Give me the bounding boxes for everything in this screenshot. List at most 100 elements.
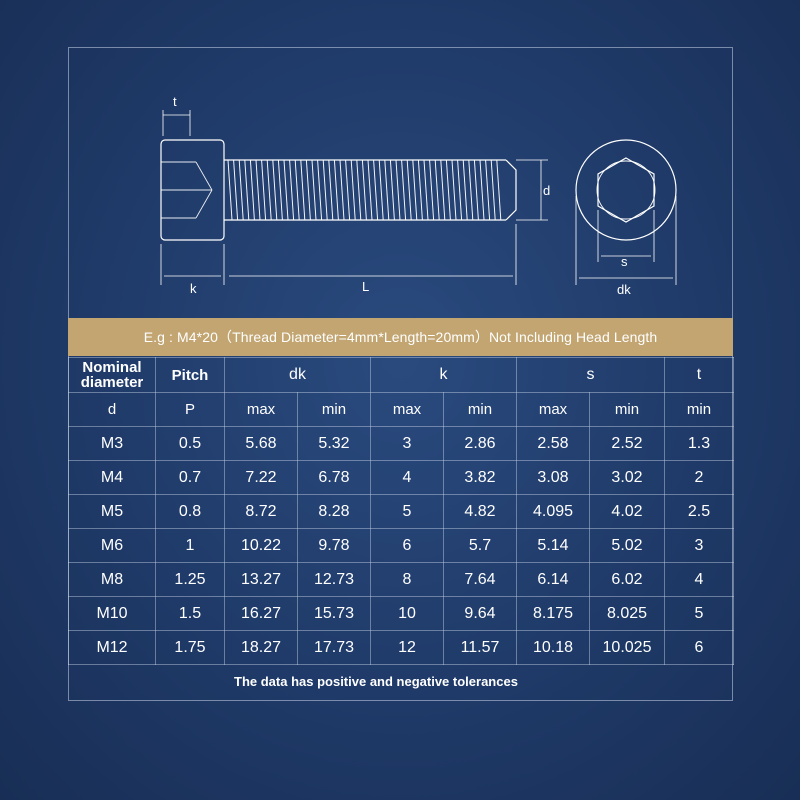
thread-line	[227, 159, 233, 221]
label-s: s	[621, 254, 628, 269]
table-cell: 3.02	[589, 460, 665, 495]
tolerance-note: The data has positive and negative toler…	[234, 674, 518, 689]
dk-dimension	[575, 196, 677, 285]
table-cell: M10	[68, 596, 156, 631]
label-k: k	[190, 281, 197, 296]
thread-line	[367, 159, 373, 221]
table-cell: 0.5	[155, 426, 225, 461]
thread-line	[300, 159, 306, 221]
table-cell: 4	[370, 460, 444, 495]
table-cell: 17.73	[297, 630, 371, 665]
table-cell: 5.14	[516, 528, 590, 563]
thread-line	[395, 159, 401, 221]
table-cell: 1.5	[155, 596, 225, 631]
table-cell: 1.3	[664, 426, 734, 461]
table-cell: M8	[68, 562, 156, 597]
label-t: t	[173, 94, 177, 109]
thread-line	[384, 159, 390, 221]
table-cell: 10.18	[516, 630, 590, 665]
subheader-row: d P max min max min max min min	[68, 392, 734, 427]
thread-line	[311, 159, 317, 221]
label-d: d	[543, 183, 551, 198]
thread-line	[429, 159, 435, 221]
thread-line	[244, 159, 250, 221]
subheader-cell: min	[297, 392, 371, 427]
table-cell: 1.25	[155, 562, 225, 597]
thread-line	[490, 159, 496, 221]
thread-line	[249, 159, 255, 221]
table-row: M12 1.75 18.27 17.73 12 11.57 10.18 10.025 6	[68, 630, 734, 665]
thread-line	[266, 159, 272, 221]
subheader-cell: max	[516, 392, 590, 427]
table-cell: 4	[664, 562, 734, 597]
table-cell: M4	[68, 460, 156, 495]
table-cell: M5	[68, 494, 156, 529]
thread-line	[272, 159, 278, 221]
header-dk: dk	[224, 357, 371, 393]
table-cell: 6	[664, 630, 734, 665]
thread-line	[322, 159, 328, 221]
header-row: Nominal diameter Pitch dk k s t	[68, 357, 734, 393]
subheader-cell: max	[224, 392, 298, 427]
table-cell: M3	[68, 426, 156, 461]
thread-line	[350, 159, 356, 221]
label-dk: dk	[617, 282, 631, 297]
thread-line	[479, 159, 485, 221]
table-row: M4 0.7 7.22 6.78 4 3.82 3.08 3.02 2	[68, 460, 734, 495]
table-cell: 0.7	[155, 460, 225, 495]
s-dimension	[597, 210, 655, 262]
table-cell: 2.86	[443, 426, 517, 461]
thread-line	[496, 159, 502, 221]
thread-line	[457, 159, 463, 221]
thread-line	[412, 159, 418, 221]
table-cell: 12	[370, 630, 444, 665]
table-cell: 12.73	[297, 562, 371, 597]
thread-line	[373, 159, 379, 221]
table-cell: 2.58	[516, 426, 590, 461]
table-row: M8 1.25 13.27 12.73 8 7.64 6.14 6.02 4	[68, 562, 734, 597]
header-nominal: Nominal diameter	[68, 357, 156, 393]
k-L-dimension	[160, 224, 517, 285]
thread-line	[233, 159, 239, 221]
subheader-cell: min	[589, 392, 665, 427]
table-cell: 5	[664, 596, 734, 631]
table-cell: 2.52	[589, 426, 665, 461]
table-cell: 18.27	[224, 630, 298, 665]
thread-lines	[227, 159, 502, 221]
table-cell: 6.78	[297, 460, 371, 495]
table-cell: 10.025	[589, 630, 665, 665]
table-cell: 3.82	[443, 460, 517, 495]
table-cell: 8.72	[224, 494, 298, 529]
header-t: t	[664, 357, 734, 393]
table-cell: 6.02	[589, 562, 665, 597]
header-k: k	[370, 357, 517, 393]
table-cell: 9.64	[443, 596, 517, 631]
thread-line	[317, 159, 323, 221]
thread-line	[339, 159, 345, 221]
thread-line	[361, 159, 367, 221]
table-cell: 5	[370, 494, 444, 529]
socket-circle	[596, 160, 656, 220]
thread-line	[328, 159, 334, 221]
subheader-cell: P	[155, 392, 225, 427]
subheader-cell: min	[443, 392, 517, 427]
socket-lines	[161, 161, 213, 219]
hex-socket	[597, 157, 655, 223]
table-cell: 8.175	[516, 596, 590, 631]
thread-line	[283, 159, 289, 221]
thread-line	[434, 159, 440, 221]
thread-line	[333, 159, 339, 221]
table-cell: 3	[370, 426, 444, 461]
subheader-cell: max	[370, 392, 444, 427]
thread-line	[423, 159, 429, 221]
thread-line	[277, 159, 283, 221]
table-cell: 5.02	[589, 528, 665, 563]
thread-line	[468, 159, 474, 221]
table-cell: 8.28	[297, 494, 371, 529]
table-cell: 1	[155, 528, 225, 563]
table-cell: 16.27	[224, 596, 298, 631]
table-cell: 15.73	[297, 596, 371, 631]
table-cell: 6	[370, 528, 444, 563]
table-cell: 11.57	[443, 630, 517, 665]
table-cell: 5.68	[224, 426, 298, 461]
